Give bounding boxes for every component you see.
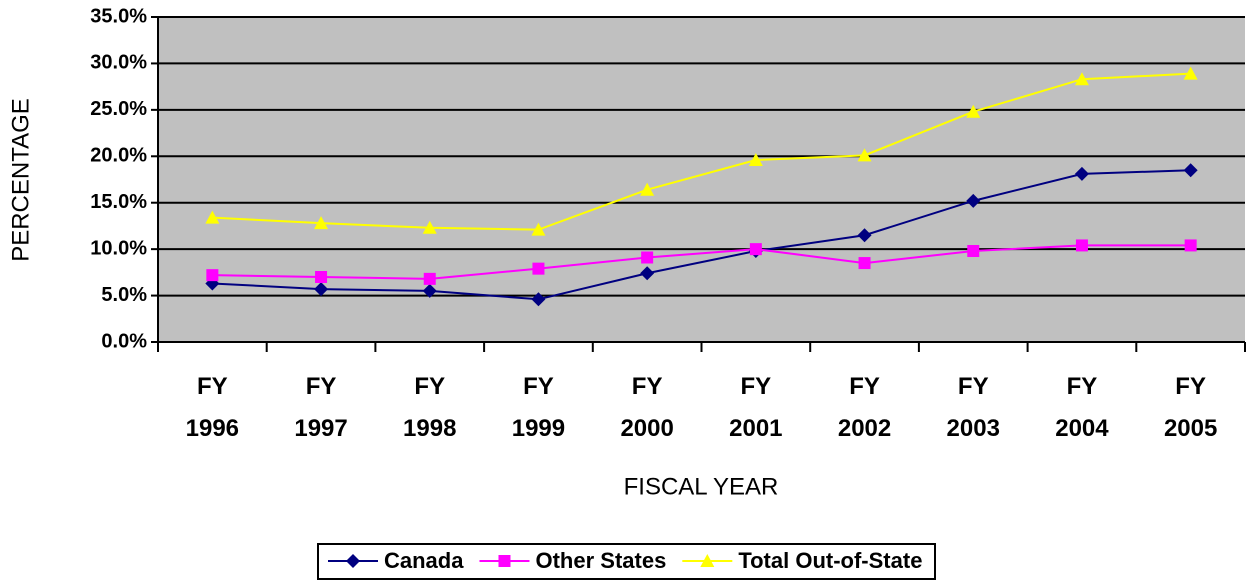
marker (857, 228, 872, 243)
x-tick-label: FY 1999 (511, 373, 566, 442)
y-tick-label: 25.0% (90, 98, 147, 120)
x-axis-title: FISCAL YEAR (624, 473, 779, 500)
series-line (212, 244, 1191, 280)
marker (532, 262, 545, 275)
x-tick-label: FY 2000 (620, 373, 674, 442)
marker (315, 271, 328, 283)
marker (346, 554, 360, 568)
y-tick-label: 10.0% (90, 237, 147, 259)
x-tick-label: FY 2003 (946, 373, 1000, 442)
y-tick-label: 0.0% (101, 330, 147, 352)
marker (966, 193, 981, 208)
marker (1075, 239, 1088, 252)
x-tick-label: FY 2005 (1163, 373, 1218, 442)
y-tick-label: 30.0% (90, 52, 147, 74)
marker (858, 257, 871, 270)
marker (314, 282, 329, 297)
marker (749, 243, 762, 256)
y-axis-title: PERCENTAGE (7, 98, 34, 262)
y-tick-label: 15.0% (90, 191, 147, 213)
y-tick-label: 35.0% (90, 5, 147, 27)
marker (498, 555, 511, 567)
x-tick-label: FY 2001 (729, 373, 783, 442)
marker (314, 216, 329, 230)
marker (748, 153, 763, 166)
marker (640, 182, 655, 196)
x-tick-label: FY 1996 (185, 373, 240, 442)
x-tick-label: FY 2004 (1055, 373, 1109, 442)
marker (205, 210, 220, 224)
marker (700, 554, 715, 567)
marker (1184, 239, 1197, 252)
y-tick-label: 5.0% (101, 284, 147, 306)
plot-area (158, 17, 1245, 342)
marker (422, 283, 437, 298)
legend-label: Canada (384, 548, 464, 573)
marker (967, 245, 980, 257)
legend-label: Other States (535, 548, 666, 573)
marker (640, 266, 655, 281)
series-line (212, 169, 1191, 301)
marker (641, 251, 654, 264)
marker (206, 269, 219, 282)
marker (966, 104, 981, 118)
x-tick-label: FY 2002 (837, 373, 892, 442)
series-line (212, 72, 1191, 231)
marker (423, 272, 436, 285)
marker (1183, 163, 1198, 178)
y-tick-label: 20.0% (90, 145, 147, 167)
x-tick-label: FY 1997 (294, 373, 348, 442)
marker (531, 292, 546, 307)
marker (531, 222, 546, 236)
x-tick-label: FY 1998 (403, 373, 457, 442)
legend-box (317, 543, 936, 580)
marker (1074, 166, 1089, 181)
marker (422, 220, 437, 234)
marker (1074, 72, 1089, 86)
marker (857, 148, 872, 162)
legend-label: Total Out-of-State (738, 548, 922, 573)
marker (1183, 66, 1198, 80)
